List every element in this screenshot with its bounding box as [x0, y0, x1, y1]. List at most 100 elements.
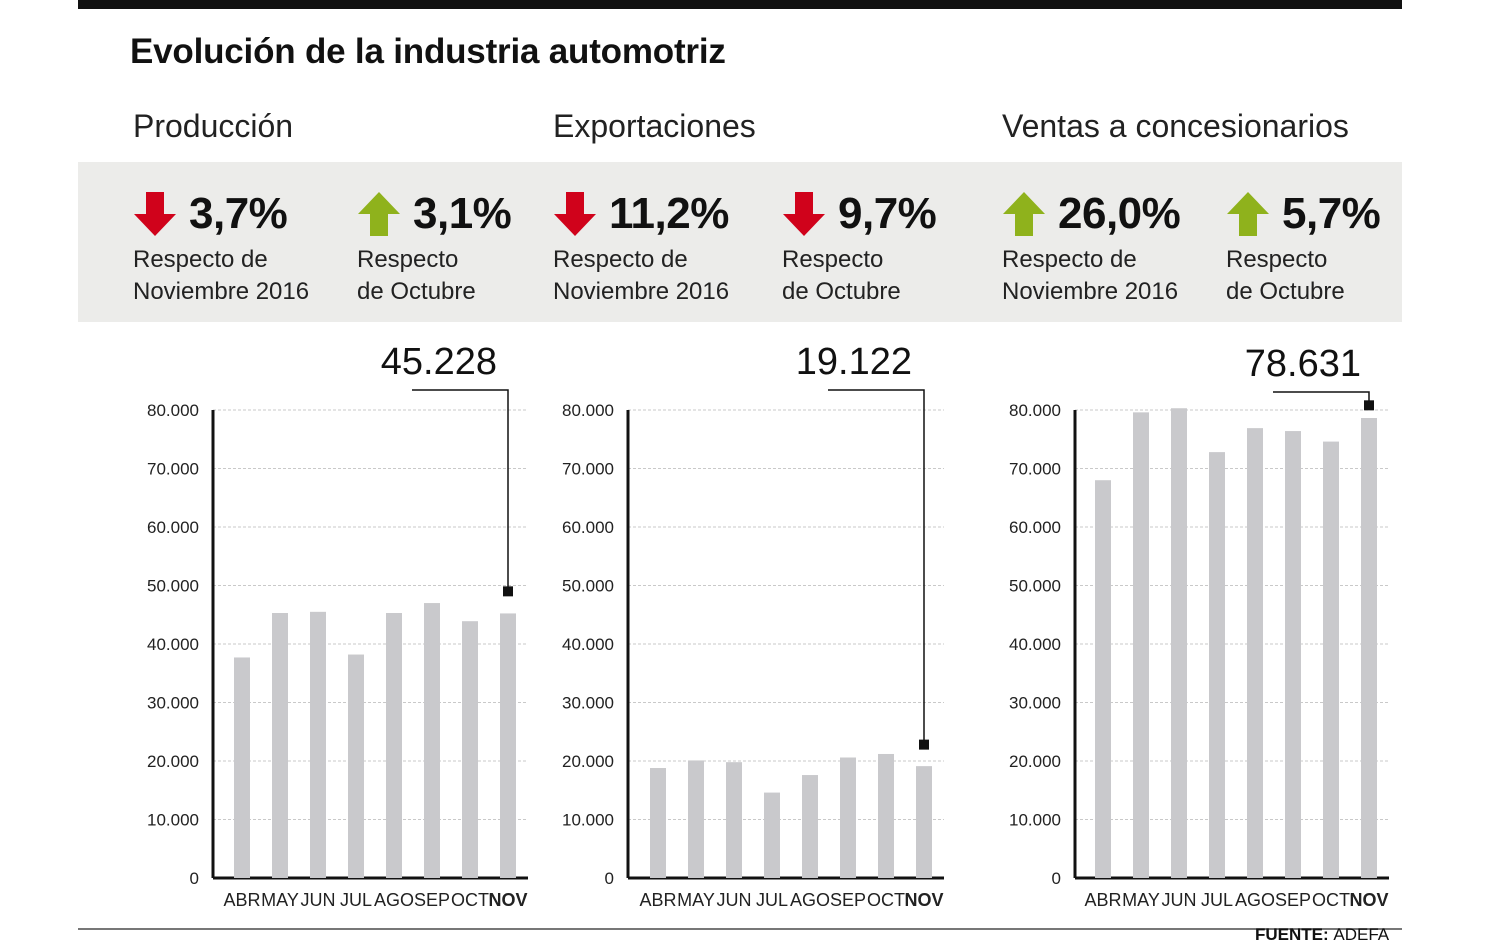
callout-marker	[919, 739, 929, 750]
stat-value: 5,7%	[1282, 189, 1381, 238]
callout-marker	[1364, 400, 1374, 411]
y-tick-label: 30.000	[147, 694, 199, 713]
bar-sep	[424, 603, 440, 878]
bar-jun	[1171, 408, 1187, 878]
stat-caption-line: de Octubre	[1226, 278, 1345, 305]
stat-1-0: 11,2% Respecto de Noviembre 2016	[553, 186, 729, 308]
callout-leader-line	[828, 389, 925, 745]
x-tick-label: SEP	[1275, 890, 1311, 910]
stat-row: 3,1%	[357, 186, 512, 242]
callout-value-label: 19.122	[796, 341, 912, 383]
x-tick-label: ABR	[1084, 890, 1121, 910]
stat-caption-line: Respecto	[357, 246, 459, 273]
y-tick-label: 30.000	[1009, 694, 1061, 713]
x-tick-label: JUN	[717, 890, 752, 910]
stats-band	[78, 162, 1402, 322]
stat-row: 11,2%	[553, 186, 729, 242]
y-tick-label: 50.000	[1009, 577, 1061, 596]
x-tick-label: ABR	[223, 890, 260, 910]
stat-caption-line: Noviembre 2016	[133, 278, 310, 305]
x-tick-label: JUN	[1162, 890, 1197, 910]
bar-oct	[878, 753, 894, 878]
stat-caption: Respecto de Noviembre 2016	[1002, 244, 1180, 308]
callout-marker	[503, 586, 513, 597]
stat-caption-line: Noviembre 2016	[1002, 278, 1179, 305]
y-tick-label: 80.000	[1009, 401, 1061, 420]
y-tick-label: 80.000	[562, 401, 614, 420]
stat-caption-line: Respecto de	[553, 246, 688, 273]
bar-nov	[500, 613, 516, 878]
y-tick-label: 0	[605, 869, 614, 888]
stat-caption: Respecto de Noviembre 2016	[553, 244, 729, 308]
x-tick-label: AGO	[1235, 890, 1275, 910]
x-tick-label: OCT	[867, 890, 905, 910]
bar-may	[1133, 412, 1149, 878]
callout-leader-line	[412, 389, 509, 592]
callout-value-label: 45.228	[381, 341, 497, 383]
y-tick-label: 0	[1052, 869, 1061, 888]
y-tick-label: 20.000	[1009, 752, 1061, 771]
stat-caption: Respecto de Octubre	[357, 244, 511, 308]
stat-row: 26,0%	[1002, 186, 1181, 242]
bar-jun	[726, 762, 742, 878]
x-tick-label: ABR	[639, 890, 676, 910]
stat-caption-line: de Octubre	[782, 278, 901, 305]
bar-sep	[840, 757, 856, 878]
y-tick-label: 60.000	[147, 518, 199, 537]
chart-ventas: 0 10.000 20.000 30.000 40.000 50.000 60.000 70.…	[1009, 343, 1389, 910]
bar-may	[272, 612, 288, 878]
x-tick-label: OCT	[1312, 890, 1350, 910]
bar-ago	[802, 775, 818, 878]
x-tick-label: JUL	[1201, 890, 1233, 910]
stat-caption-line: Respecto	[782, 246, 884, 273]
stat-row: 3,7%	[133, 186, 309, 242]
x-tick-label: NOV	[904, 890, 943, 910]
stat-value: 3,7%	[189, 189, 288, 238]
y-tick-label: 20.000	[147, 752, 199, 771]
bar-ago	[386, 612, 402, 878]
bar-nov	[1361, 418, 1377, 878]
arrow-down-icon	[554, 192, 596, 236]
y-tick-label: 60.000	[562, 518, 614, 537]
y-tick-label: 40.000	[562, 635, 614, 654]
y-tick-label: 40.000	[1009, 635, 1061, 654]
stat-value: 3,1%	[413, 189, 512, 238]
source-label: FUENTE:	[1255, 925, 1329, 944]
y-tick-label: 70.000	[1009, 460, 1061, 479]
arrow-up-icon	[1227, 192, 1269, 236]
y-tick-label: 10.000	[147, 811, 199, 830]
stat-caption-line: de Octubre	[357, 278, 476, 305]
stat-row: 9,7%	[782, 186, 937, 242]
y-tick-label: 70.000	[562, 460, 614, 479]
stat-caption: Respecto de Octubre	[782, 244, 936, 308]
stat-caption-line: Noviembre 2016	[553, 278, 730, 305]
x-tick-label: AGO	[374, 890, 414, 910]
callout-value-label: 78.631	[1245, 343, 1361, 385]
bar-nov	[916, 766, 932, 878]
x-tick-label: JUL	[340, 890, 372, 910]
bar-may	[688, 760, 704, 878]
y-tick-label: 0	[190, 869, 199, 888]
bar-abr	[234, 657, 250, 878]
stat-value: 9,7%	[838, 189, 937, 238]
arrow-up-icon	[358, 192, 400, 236]
stat-1-1: 9,7% Respecto de Octubre	[782, 186, 937, 308]
bar-jul	[348, 654, 364, 878]
bar-jul	[1209, 452, 1225, 878]
stat-caption-line: Respecto de	[1002, 246, 1137, 273]
y-tick-label: 60.000	[1009, 518, 1061, 537]
y-tick-label: 10.000	[562, 811, 614, 830]
stat-2-0: 26,0% Respecto de Noviembre 2016	[1002, 186, 1181, 308]
arrow-down-icon	[783, 192, 825, 236]
stat-value: 11,2%	[609, 189, 729, 238]
y-tick-label: 50.000	[147, 577, 199, 596]
stat-0-1: 3,1% Respecto de Octubre	[357, 186, 512, 308]
y-tick-label: 70.000	[147, 460, 199, 479]
source-note: FUENTE: ADEFA	[1255, 925, 1389, 945]
bar-sep	[1285, 431, 1301, 878]
bar-jun	[310, 611, 326, 878]
bar-oct	[462, 621, 478, 878]
y-tick-label: 80.000	[147, 401, 199, 420]
bar-ago	[1247, 428, 1263, 878]
stat-value: 26,0%	[1058, 189, 1181, 238]
